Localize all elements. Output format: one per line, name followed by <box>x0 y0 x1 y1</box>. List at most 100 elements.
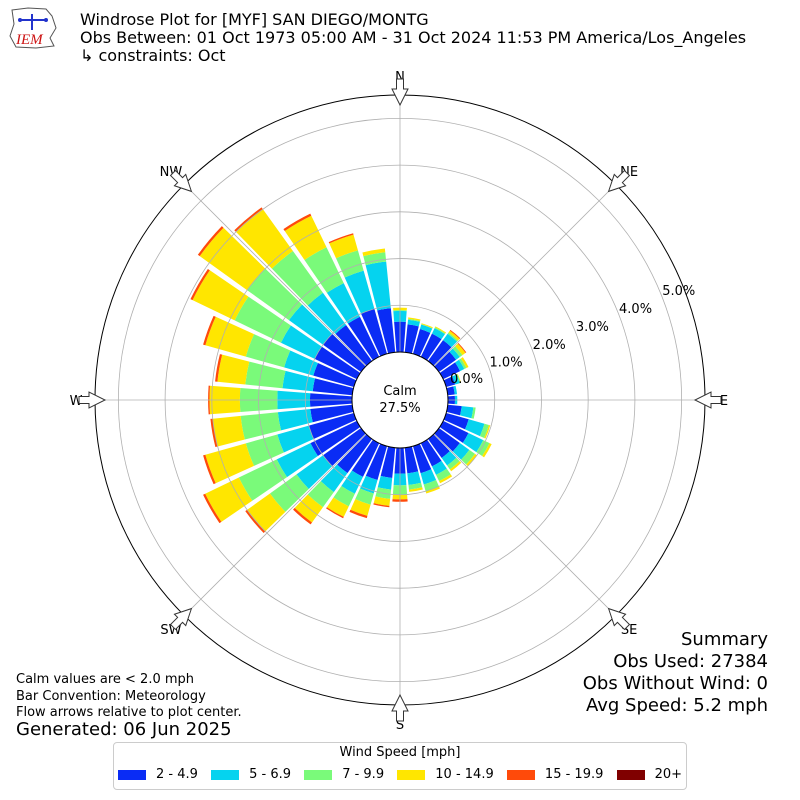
windrose-bar-segment <box>419 324 433 333</box>
legend-item: 7 - 9.9 <box>304 767 384 783</box>
windrose-bar-segment <box>308 412 357 439</box>
legend-item: 15 - 19.9 <box>506 767 604 783</box>
windrose-bar-segment <box>192 270 249 321</box>
windrose-bar-segment <box>365 261 391 311</box>
legend-swatch <box>397 770 426 780</box>
windrose-bar-segment <box>323 428 366 467</box>
compass-label-s: S <box>396 718 404 733</box>
windrose-bar-segment <box>205 477 253 522</box>
summary-avg-speed: Avg Speed: 5.2 mph <box>586 695 768 716</box>
windrose-bar-segment <box>310 420 361 457</box>
windrose-bar-segment <box>361 308 388 357</box>
windrose-bar-segment <box>245 509 266 534</box>
windrose-bar-segment <box>205 443 255 484</box>
windrose-bar-segment <box>362 248 386 257</box>
windrose-bar-segment <box>212 415 245 447</box>
windrose-bar-segment <box>190 268 210 301</box>
legend-label: 20+ <box>654 767 682 782</box>
windrose-bar-segment <box>484 425 491 439</box>
windrose-bar-segment <box>313 362 357 388</box>
windrose-bar-segment <box>351 439 380 477</box>
windrose-bar-segment <box>452 443 470 460</box>
windrose-bar-segment <box>431 328 445 340</box>
windrose-bar-segment <box>448 330 460 341</box>
windrose-bar-segment <box>439 362 461 380</box>
calm-circle <box>351 351 449 449</box>
windrose-bar-segment <box>420 333 442 361</box>
windrose-bar-segment <box>439 474 453 484</box>
flow-arrow-se-icon <box>607 607 631 631</box>
windrose-bar-segment <box>247 268 303 321</box>
windrose-bar-segment <box>288 304 333 345</box>
windrose-bar-segment <box>377 475 393 490</box>
windrose-bar-segment <box>425 486 440 494</box>
windrose-bar-segment <box>452 374 460 385</box>
windrose-bar-segment <box>404 324 419 354</box>
windrose-bar-segment <box>344 270 375 314</box>
bar-convention-note: Bar Convention: Meteorology <box>16 689 206 704</box>
windrose-bar-segment <box>203 315 216 346</box>
summary-obs-used: Obs Used: 27384 <box>613 651 768 672</box>
legend-swatch <box>211 770 240 780</box>
windrose-bar-segment <box>412 443 432 474</box>
windrose-bar-segment <box>428 434 450 458</box>
windrose-bar-segment <box>407 319 420 327</box>
windrose-bar-segment <box>461 449 476 465</box>
windrose-bar-segment <box>304 247 344 293</box>
windrose-bar-segment <box>431 460 447 475</box>
windrose-bar-segment <box>197 226 224 257</box>
windrose-bar-segment <box>453 385 458 395</box>
windrose-bar-segment <box>434 351 457 372</box>
legend-label: 15 - 19.9 <box>544 767 604 782</box>
compass-label-e: E <box>720 394 728 409</box>
generated-date: Generated: 06 Jun 2025 <box>16 719 232 740</box>
windrose-bar-segment <box>457 342 467 353</box>
svg-text:IEM: IEM <box>15 32 44 48</box>
flow-arrow-ne-icon <box>607 169 631 193</box>
flow-arrow-n-icon <box>391 78 409 107</box>
windrose-bar-segment <box>420 469 437 485</box>
windrose-bar-segment <box>333 485 355 507</box>
legend-label: 5 - 6.9 <box>249 767 291 782</box>
flow-arrow-w-icon <box>78 391 107 409</box>
flow-arrow-s-icon <box>391 693 409 722</box>
windrose-bar-segment <box>443 376 456 388</box>
windrose-bar-segment <box>365 443 388 480</box>
calm-note: Calm values are < 2.0 mph <box>16 672 195 687</box>
radial-tick-label: 3.0% <box>576 320 609 335</box>
windrose-bar-segment <box>284 350 318 376</box>
windrose-bar-segment <box>280 325 322 359</box>
windrose-bar-segment <box>380 446 396 478</box>
windrose-bar-segment <box>296 455 333 490</box>
windrose-bar-segment <box>435 326 447 334</box>
windrose-bar-segment <box>326 497 349 517</box>
windrose-bar-segment <box>355 488 374 505</box>
windrose-bar-segment <box>439 420 469 443</box>
windrose-bar-segment <box>455 359 465 372</box>
windrose-bar-segment <box>434 327 446 335</box>
windrose-bar-segment <box>269 474 309 512</box>
windrose-bar-segment <box>277 408 313 431</box>
direction-gridline <box>433 433 616 616</box>
windrose-bar-segment <box>455 343 466 356</box>
windrose-bar-segment <box>443 412 469 430</box>
legend-swatch <box>304 770 333 780</box>
iem-logo: IEM <box>9 7 57 49</box>
windrose-bar-segment <box>360 475 378 494</box>
windrose-bar-segment <box>245 334 291 368</box>
legend-item: 5 - 6.9 <box>211 767 291 783</box>
windrose-bar-segment <box>458 358 467 370</box>
windrose-bar-segment <box>271 250 323 306</box>
windrose-bar-segment <box>307 292 347 334</box>
legend-swatch <box>506 770 535 780</box>
compass-label-n: N <box>395 70 405 85</box>
windrose-bar-segment <box>312 378 354 396</box>
windrose-bar-segment <box>457 373 462 383</box>
windrose-bar-segment <box>277 425 314 453</box>
windrose-bar-segment <box>329 234 358 259</box>
windrose-bar-segment <box>328 233 354 244</box>
windrose-bar-segment <box>199 227 266 291</box>
windrose-bar-segment <box>465 419 485 437</box>
windrose-bar-segment <box>441 451 457 466</box>
